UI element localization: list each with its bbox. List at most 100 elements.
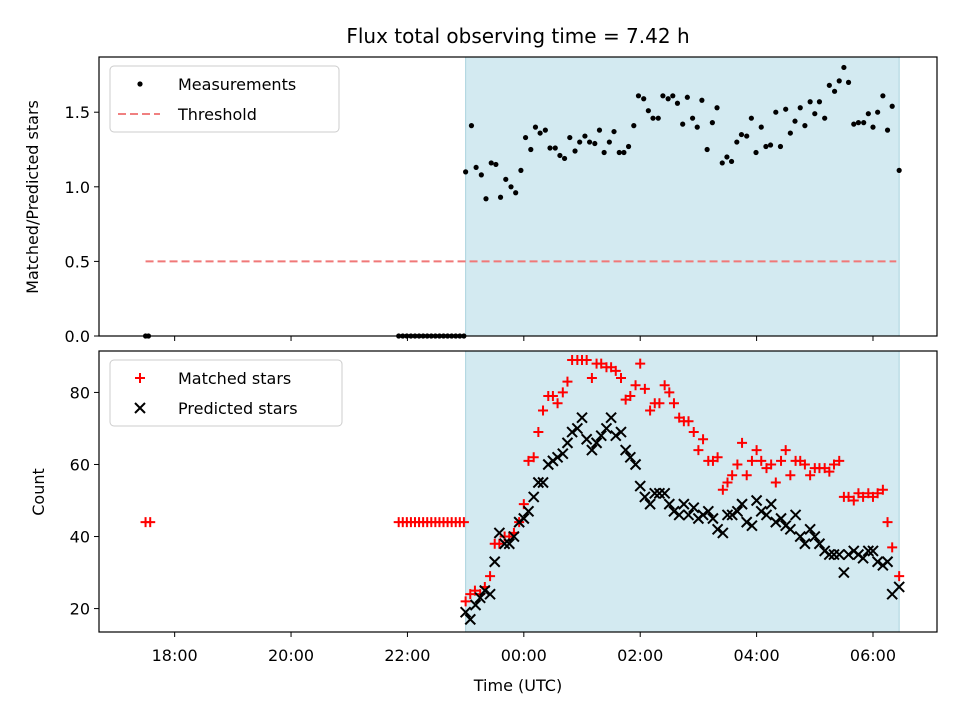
bottom-y-axis-label: Count <box>29 468 48 516</box>
x-tick-label: 20:00 <box>268 646 314 665</box>
legend-label: Measurements <box>178 75 296 94</box>
data-point <box>683 416 694 427</box>
data-point <box>473 164 479 171</box>
data-point <box>522 505 535 518</box>
data-point <box>610 365 621 376</box>
data-point <box>802 123 808 129</box>
data-point <box>582 133 588 139</box>
data-point <box>532 476 545 489</box>
data-point <box>508 184 514 190</box>
data-point <box>797 105 803 111</box>
data-point <box>590 437 603 449</box>
data-point <box>789 509 802 521</box>
data-point <box>804 523 816 536</box>
data-point <box>485 571 496 582</box>
data-point <box>693 445 704 456</box>
data-point <box>586 139 593 145</box>
data-point <box>606 139 612 145</box>
y-tick-label: 20 <box>70 600 90 619</box>
data-point <box>615 426 627 438</box>
data-point <box>547 391 558 402</box>
data-point <box>688 427 699 438</box>
data-point <box>799 538 811 550</box>
data-point <box>717 484 728 495</box>
data-point <box>741 470 752 481</box>
top-panel: 0.0 0.5 1.0 1.5 Measurements Threshold <box>65 56 938 346</box>
data-point <box>826 82 832 88</box>
data-point <box>865 111 871 117</box>
data-point <box>655 115 661 121</box>
data-point <box>503 538 515 550</box>
data-point <box>576 411 588 424</box>
data-point <box>645 108 651 114</box>
data-point <box>542 127 548 133</box>
data-point <box>145 517 156 528</box>
data-point <box>513 190 519 196</box>
data-point <box>508 530 520 543</box>
data-point <box>714 105 720 111</box>
data-point <box>518 167 524 173</box>
data-point <box>785 470 796 481</box>
data-point <box>813 538 826 550</box>
data-point <box>770 477 781 488</box>
data-point <box>858 491 869 502</box>
data-point <box>601 149 607 156</box>
data-point <box>596 127 603 133</box>
data-point <box>616 373 627 384</box>
data-point <box>653 487 666 500</box>
data-point <box>824 466 835 477</box>
data-point <box>665 96 671 102</box>
data-point <box>763 143 769 150</box>
data-point <box>841 64 847 71</box>
data-point <box>625 143 632 150</box>
data-point <box>572 148 578 154</box>
data-point <box>758 124 764 130</box>
data-point <box>744 133 750 139</box>
data-point <box>469 599 482 611</box>
data-point <box>464 613 476 626</box>
x-tick-label: 02:00 <box>617 646 663 665</box>
data-point <box>731 505 744 518</box>
data-point <box>497 194 504 200</box>
data-point <box>634 480 646 492</box>
x-tick-label: 04:00 <box>734 646 780 665</box>
data-point <box>658 487 671 500</box>
data-point <box>871 556 884 568</box>
data-point <box>732 459 743 470</box>
data-point <box>557 447 569 460</box>
data-point <box>680 121 686 127</box>
data-point <box>698 434 709 445</box>
data-point <box>711 523 724 536</box>
x-axis-label: Time (UTC) <box>473 676 562 695</box>
data-point <box>616 149 622 156</box>
data-point <box>668 398 679 409</box>
legend-box <box>109 65 340 133</box>
data-point <box>668 505 680 518</box>
data-point <box>678 498 690 510</box>
data-point <box>557 152 563 159</box>
data-point <box>518 512 530 525</box>
data-point <box>532 124 539 130</box>
data-point <box>663 498 676 510</box>
data-point <box>479 584 491 597</box>
data-point <box>838 566 850 579</box>
data-point <box>784 523 797 536</box>
data-point <box>828 548 840 561</box>
data-point <box>621 149 627 156</box>
data-point <box>787 130 793 136</box>
data-point <box>812 111 818 117</box>
data-point <box>861 120 867 126</box>
data-point <box>630 380 641 391</box>
data-point <box>809 530 821 543</box>
data-point <box>551 451 564 463</box>
data-point <box>712 452 723 463</box>
data-point <box>722 477 733 488</box>
data-point <box>503 176 509 182</box>
data-point <box>726 509 738 521</box>
data-point <box>727 470 738 481</box>
data-point <box>682 509 695 521</box>
data-point <box>552 398 563 409</box>
data-point <box>581 355 592 366</box>
data-point <box>738 131 745 138</box>
data-point <box>822 115 828 121</box>
